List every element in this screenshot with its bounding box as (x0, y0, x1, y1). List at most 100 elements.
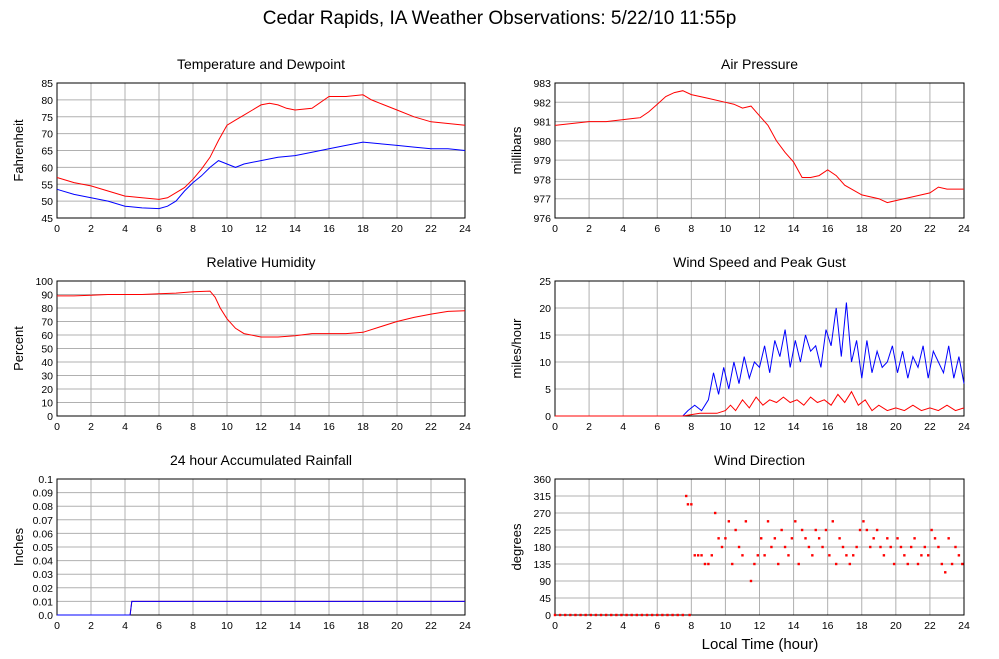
y-tick-label: 0.04 (33, 556, 54, 568)
plot-frame (56, 280, 466, 417)
data-point (923, 545, 927, 549)
x-tick-label: 12 (255, 223, 267, 235)
data-point (920, 554, 923, 557)
x-tick-label: 18 (856, 223, 868, 235)
x-tick-label: 22 (425, 421, 437, 433)
data-point (599, 613, 603, 617)
y-axis-label: Inches (11, 527, 26, 566)
data-point (950, 562, 954, 566)
y-tick-label: 70 (41, 317, 53, 329)
data-point (848, 562, 852, 566)
data-point (800, 528, 804, 532)
y-tick-label: 0.02 (33, 583, 54, 595)
data-point (688, 613, 691, 617)
data-point (807, 545, 811, 549)
y-tick-label: 85 (41, 78, 53, 90)
y-tick-label: 977 (533, 194, 551, 206)
data-point (656, 613, 659, 617)
x-axis-label-local-time: Local Time (hour) (702, 636, 819, 653)
data-point (961, 562, 964, 566)
data-point (569, 613, 572, 617)
y-tick-label: 0.1 (38, 474, 53, 486)
x-tick-label: 6 (654, 421, 660, 433)
data-point (896, 537, 899, 540)
y-tick-label: 30 (41, 371, 53, 383)
data-point (834, 562, 838, 566)
data-point (787, 554, 790, 557)
x-tick-label: 16 (323, 620, 335, 632)
data-point (814, 528, 817, 532)
x-tick-label: 8 (190, 620, 196, 632)
y-tick-label: 0 (545, 610, 551, 622)
y-tick-label: 982 (533, 97, 551, 109)
series-line-red (555, 390, 965, 417)
y-tick-label: 100 (35, 276, 53, 288)
data-point (957, 554, 961, 557)
data-point (766, 520, 770, 523)
y-tick-label: 0.09 (33, 488, 54, 500)
data-point (756, 554, 759, 557)
data-point (804, 537, 807, 540)
data-point (828, 554, 831, 557)
y-tick-label: 10 (41, 398, 53, 410)
data-point (875, 528, 879, 532)
chart-title: Wind Speed and Peak Gust (673, 254, 846, 270)
x-tick-label: 2 (88, 223, 94, 235)
x-tick-label: 22 (924, 421, 936, 433)
x-tick-label: 14 (289, 223, 301, 235)
data-point (892, 562, 896, 566)
data-point (824, 528, 828, 532)
y-tick-label: 0.05 (33, 542, 54, 554)
x-tick-label: 12 (754, 421, 766, 433)
data-point (640, 613, 644, 617)
data-point (869, 545, 872, 549)
y-tick-label: 75 (41, 112, 53, 124)
y-axis-label: miles/hour (509, 318, 524, 379)
chart-title: Air Pressure (721, 56, 798, 72)
y-tick-label: 55 (41, 179, 53, 191)
y-tick-label: 983 (533, 78, 551, 90)
y-tick-label: 981 (533, 117, 551, 129)
data-point (661, 613, 664, 617)
series-line-blue (56, 141, 466, 210)
x-tick-label: 2 (88, 620, 94, 632)
data-point (579, 613, 582, 617)
x-tick-label: 14 (788, 421, 800, 433)
y-tick-label: 60 (41, 330, 53, 342)
data-point (700, 554, 703, 557)
y-tick-label: 0.01 (33, 596, 54, 608)
data-point (780, 528, 783, 532)
series-line-blue (555, 302, 965, 417)
y-tick-label: 0 (545, 411, 551, 423)
x-tick-label: 20 (391, 620, 403, 632)
y-tick-label: 0.06 (33, 528, 54, 540)
x-tick-label: 16 (822, 620, 834, 632)
x-tick-label: 18 (357, 223, 369, 235)
y-tick-label: 20 (539, 303, 551, 315)
data-point (862, 520, 865, 523)
x-tick-label: 14 (289, 620, 301, 632)
data-point (686, 503, 690, 506)
x-tick-label: 16 (323, 223, 335, 235)
y-tick-label: 315 (533, 491, 551, 503)
x-tick-label: 4 (122, 620, 128, 632)
data-point (737, 545, 741, 549)
x-tick-label: 18 (856, 620, 868, 632)
x-tick-label: 18 (856, 421, 868, 433)
page-title: Cedar Rapids, IA Weather Observations: 5… (262, 8, 737, 29)
data-point (650, 613, 654, 617)
y-tick-label: 979 (533, 155, 551, 167)
y-tick-label: 60 (41, 162, 53, 174)
y-tick-label: 976 (533, 213, 551, 225)
data-point (749, 579, 753, 583)
x-tick-label: 8 (688, 421, 694, 433)
x-tick-label: 24 (958, 620, 970, 632)
chart-title: Relative Humidity (207, 254, 316, 270)
data-point (615, 613, 618, 617)
y-axis-label: degrees (509, 523, 524, 570)
series-line-red (57, 290, 466, 338)
data-point (817, 537, 821, 540)
